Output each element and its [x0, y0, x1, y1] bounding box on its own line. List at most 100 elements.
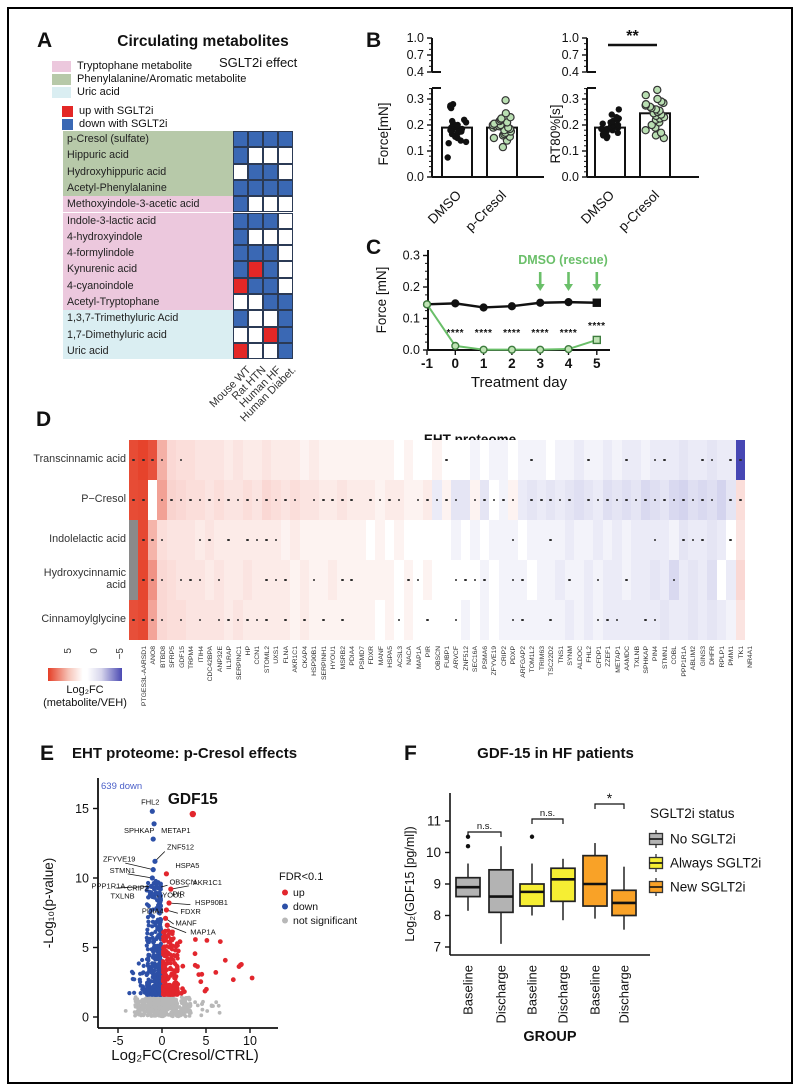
significance-dot: [492, 498, 496, 502]
heatmap-cell: [574, 440, 585, 480]
class-legend-swatch: [52, 60, 71, 72]
significance-stars: ****: [447, 328, 465, 339]
heatmap-cell: [640, 440, 651, 480]
scatter-cloud-down-dense: [144, 878, 163, 997]
metabolite-row-label: Acetyl-Tryptophane: [67, 296, 160, 308]
effect-legend-item: down with SGLT2i: [62, 118, 167, 130]
heatmap-cell: [669, 520, 680, 560]
heatmap-cell: [166, 440, 177, 480]
class-legend-label: Uric acid: [77, 86, 120, 98]
metabolite-cell: [233, 131, 248, 148]
significance-dot: [701, 538, 704, 542]
significance-dot: [284, 618, 287, 622]
heatmap-cell: [555, 520, 566, 560]
significance-dot: [644, 618, 647, 622]
y-tick-label: 0.7: [407, 48, 424, 62]
significance-dot: [246, 618, 249, 622]
significance-stars: ****: [531, 328, 549, 339]
heatmap-cell: [204, 440, 215, 480]
x-tick-label: 2: [508, 356, 516, 371]
scatter-points-p-Cresol: [641, 85, 669, 143]
heatmap-cell: [536, 440, 547, 480]
significance-dot: [179, 498, 183, 502]
heatmap-cell: [621, 520, 632, 560]
y-axis-label: -Log₁₀(p-value): [41, 858, 56, 948]
heatmap-cell: [716, 520, 727, 560]
significance-dot: [691, 538, 695, 542]
significance-dot: [473, 578, 477, 582]
heatmap-cell: [688, 560, 699, 600]
significance-dot: [293, 498, 297, 502]
heatmap-cell: [602, 440, 613, 480]
scatter-points-p-Cresol: [488, 96, 516, 152]
significance-dot: [701, 498, 704, 502]
significance-dot: [587, 498, 590, 502]
heatmap-cell: [384, 520, 395, 560]
heatmap-cell: [299, 560, 310, 600]
significance-dot: [340, 578, 344, 582]
heatmap-cell: [280, 520, 291, 560]
significance-stars: ****: [503, 328, 521, 339]
heatmap-cell: [394, 520, 405, 560]
force-rt80-charts: 0.40.71.00.00.10.20.3DMSOp-CresolForce[m…: [376, 28, 699, 234]
significance-dot: [625, 458, 628, 462]
heatmap-cell: [669, 440, 680, 480]
significance-dot: [160, 578, 164, 582]
heatmap-cell: [309, 440, 320, 480]
x-tick-label: 0: [452, 356, 460, 371]
significance-dot: [435, 498, 439, 502]
heatmap-cell: [659, 560, 670, 600]
effect-legend-label: down with SGLT2i: [79, 118, 168, 130]
heatmap-cell: [441, 600, 452, 640]
metabolite-cell: [233, 147, 248, 164]
metabolite-cell: [263, 179, 278, 197]
heatmap-cell: [432, 600, 443, 640]
metabolite-cell: [248, 212, 263, 229]
class-legend-item: Tryptophane metabolite: [52, 60, 192, 72]
treatment-day-chart: 0.0 0.1 0.2 0.3 -1 0 1 2 3 4 5 **** **** **** **** ****…: [374, 249, 610, 391]
heatmap-cell: [678, 440, 689, 480]
significance-dot: [663, 498, 666, 502]
significance-dot: [141, 458, 145, 462]
heatmap-cell: [309, 600, 320, 640]
scatter-cloud-up-far: [230, 962, 255, 983]
heatmap-cell: [204, 560, 215, 600]
heatmap-cell: [508, 440, 519, 480]
heatmap-cell: [583, 600, 594, 640]
significance-dot: [445, 458, 448, 462]
panel-e-title: EHT proteome: p-Cresol effects: [72, 745, 298, 762]
y-tick-label: 10: [426, 845, 441, 860]
mean-bar: [594, 126, 626, 178]
heatmap-cell: [536, 520, 547, 560]
heatmap-cell: [726, 600, 736, 640]
heatmap-cell: [678, 560, 689, 600]
heatmap-cell: [612, 560, 623, 600]
legend-entry-label: New SGLT2i: [670, 880, 746, 895]
metabolite-cell: [263, 294, 278, 311]
significance-dot: [511, 538, 515, 542]
x-tick-label: 4: [565, 356, 573, 371]
heatmap-cell: [640, 560, 651, 600]
significance-dot: [596, 618, 600, 622]
significance-dot: [672, 498, 676, 502]
significance-stars: ****: [475, 328, 493, 339]
heatmap-cell: [432, 440, 443, 480]
heatmap-cell: [328, 560, 338, 600]
metabolite-cell: [248, 342, 263, 360]
legend-dot-icon: [282, 903, 288, 910]
significance-dot: [160, 458, 164, 462]
legend-entry-New-SGLT2i: New SGLT2i: [648, 878, 746, 896]
heatmap-cell: [375, 560, 386, 600]
heatmap-cell: [574, 560, 585, 600]
panel-a-label: A: [37, 29, 53, 52]
panel-d-label: D: [36, 408, 52, 431]
significance-dot: [625, 578, 628, 582]
x-category-label: Discharge: [556, 965, 571, 1024]
heatmap-cell: [328, 440, 338, 480]
heatmap-cell: [290, 560, 301, 600]
heatmap-cell: [337, 520, 348, 560]
heatmap-cell: [460, 440, 471, 480]
metabolite-cell: [263, 310, 278, 327]
legend-entry-Always-SGLT2i: Always SGLT2i: [648, 854, 761, 872]
significance-dot: [321, 618, 325, 622]
